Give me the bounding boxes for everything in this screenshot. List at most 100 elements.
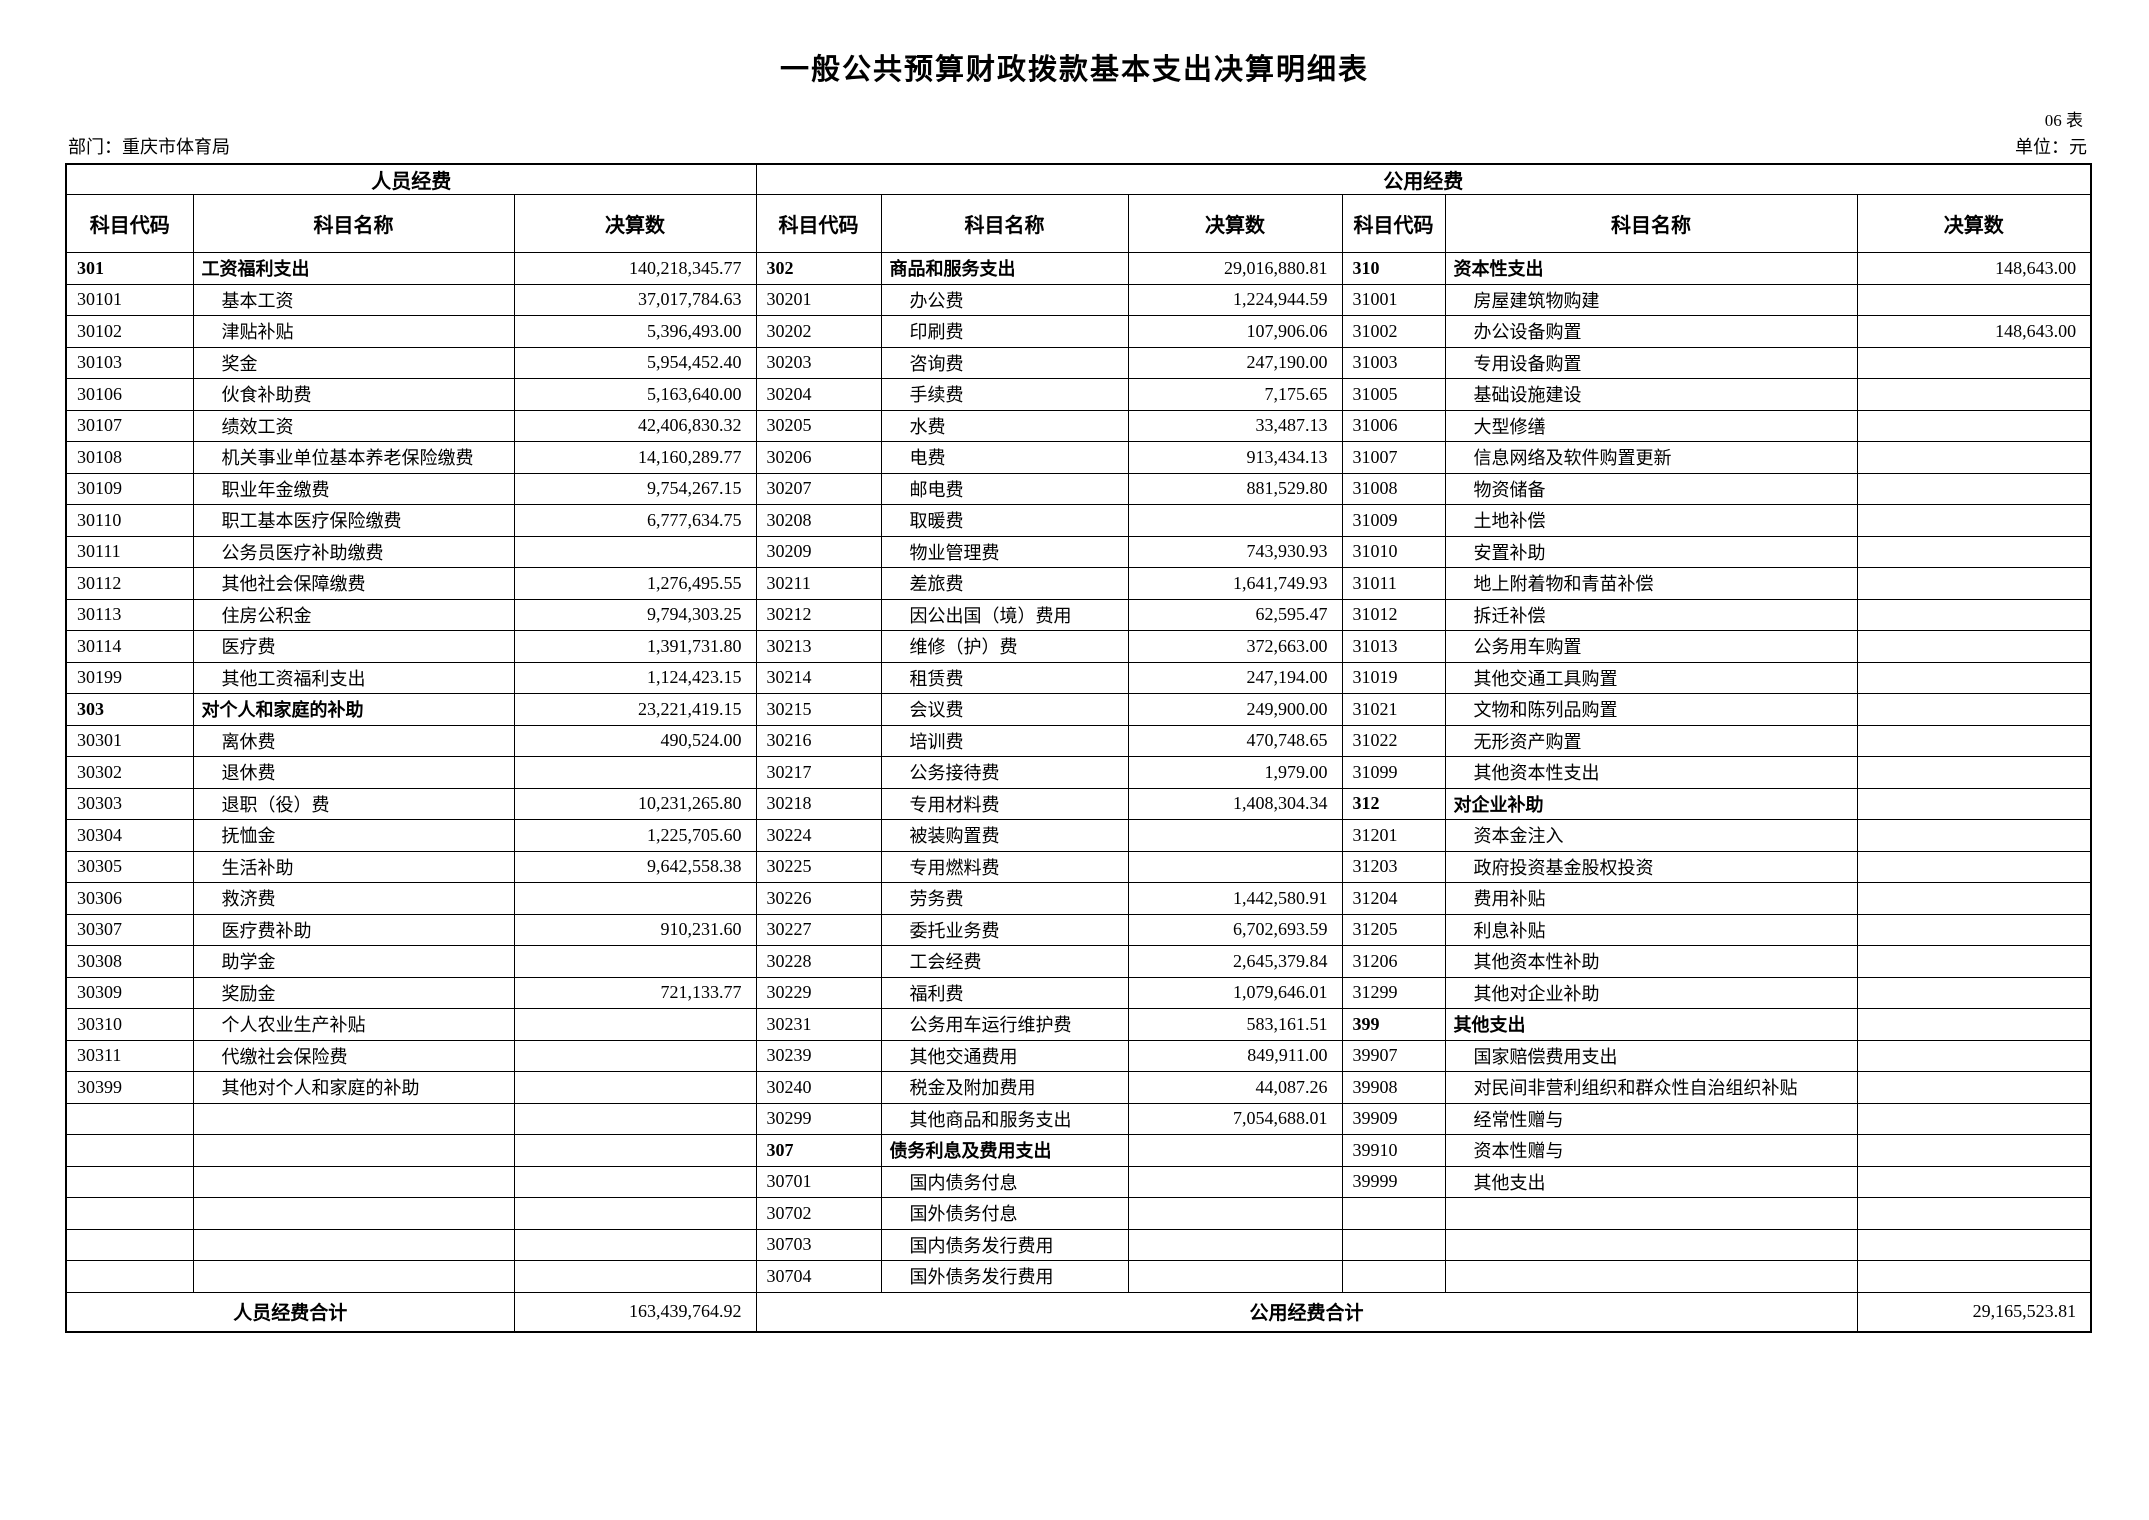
subject-name-cell: 职业年金缴费 [192,472,515,505]
table-row: 30107 绩效工资 42,406,830.32 30205 水费 33,487.13 31… [65,409,2092,442]
column-header-name: 科目名称 [1444,194,1858,253]
amount-cell [513,1260,757,1293]
amount-cell [1127,504,1343,537]
amount-cell: 6,777,634.75 [513,504,757,537]
table-row: 303 对个人和家庭的补助 23,221,419.15 30215 会议费 249,900… [65,693,2092,726]
amount-cell [1856,945,2092,978]
subject-name-cell [1444,1260,1858,1293]
table-row: 30303 退职（役）费 10,231,265.80 30218 专用材料费 1,408,… [65,787,2092,820]
subject-code-cell: 30201 [755,283,882,316]
subject-code-cell [65,1102,194,1135]
subject-name-cell: 其他资本性支出 [1444,756,1858,789]
column-header-code: 科目代码 [755,194,882,253]
amount-cell: 743,930.93 [1127,535,1343,568]
subject-name-cell: 大型修缮 [1444,409,1858,442]
subject-name-cell: 助学金 [192,945,515,978]
subject-code-cell: 30309 [65,976,194,1009]
amount-cell [1856,567,2092,600]
table-row: 30399 其他对个人和家庭的补助 30240 税金及附加费用 44,087.26 399… [65,1071,2092,1104]
subject-name-cell: 水费 [880,409,1129,442]
subject-code-cell: 31012 [1341,598,1446,631]
subject-name-cell: 奖金 [192,346,515,379]
subject-code-cell: 30310 [65,1008,194,1041]
amount-cell [513,1102,757,1135]
amount-cell [513,945,757,978]
subject-code-cell: 30229 [755,976,882,1009]
subject-code-cell: 30206 [755,441,882,474]
subject-code-cell: 307 [755,1134,882,1167]
subject-name-cell: 退职（役）费 [192,787,515,820]
subject-code-cell: 301 [65,252,194,285]
subject-name-cell: 奖励金 [192,976,515,1009]
subject-code-cell: 30399 [65,1071,194,1104]
subject-name-cell: 租赁费 [880,661,1129,694]
totals-row: 人员经费合计 163,439,764.92 公用经费合计 29,165,523.… [65,1291,2092,1333]
amount-cell [513,1039,757,1072]
subject-code-cell: 30213 [755,630,882,663]
group-header-row: 人员经费 公用经费 [65,163,2092,195]
subject-code-cell: 30202 [755,315,882,348]
subject-name-cell: 委托业务费 [880,913,1129,946]
subject-name-cell: 离休费 [192,724,515,757]
amount-cell: 1,124,423.15 [513,661,757,694]
amount-cell: 140,218,345.77 [513,252,757,285]
subject-code-cell: 30307 [65,913,194,946]
subject-code-cell: 30103 [65,346,194,379]
amount-cell [1856,283,2092,316]
subject-name-cell [192,1228,515,1261]
subject-name-cell [192,1260,515,1293]
amount-cell [1856,1228,2092,1261]
amount-cell: 7,054,688.01 [1127,1102,1343,1135]
amount-cell: 107,906.06 [1127,315,1343,348]
amount-cell [1856,1260,2092,1293]
table-row: 307 债务利息及费用支出 39910 资本性赠与 [65,1134,2092,1167]
subject-code-cell: 30112 [65,567,194,600]
subject-code-cell: 30205 [755,409,882,442]
subject-code-cell: 31205 [1341,913,1446,946]
subject-code-cell: 31005 [1341,378,1446,411]
amount-cell [513,1071,757,1104]
amount-cell: 9,642,558.38 [513,850,757,883]
subject-code-cell: 30225 [755,850,882,883]
subject-code-cell [65,1197,194,1230]
amount-cell: 148,643.00 [1856,315,2092,348]
amount-cell: 29,016,880.81 [1127,252,1343,285]
subject-name-cell: 基础设施建设 [1444,378,1858,411]
subject-code-cell: 30303 [65,787,194,820]
subject-code-cell: 30702 [755,1197,882,1230]
table-row: 30112 其他社会保障缴费 1,276,495.55 30211 差旅费 1,641,7… [65,567,2092,600]
department-label: 部门：重庆市体育局 [68,137,230,157]
subject-name-cell: 咨询费 [880,346,1129,379]
subject-name-cell: 物业管理费 [880,535,1129,568]
amount-cell: 9,754,267.15 [513,472,757,505]
amount-cell [513,1228,757,1261]
subject-code-cell: 30114 [65,630,194,663]
amount-cell [1127,1197,1343,1230]
table-row: 30302 退休费 30217 公务接待费 1,979.00 31099 其他资本性支出 [65,756,2092,789]
subject-code-cell: 30215 [755,693,882,726]
amount-cell [1856,378,2092,411]
form-number: 06 表 [2044,111,2083,130]
subject-code-cell: 30111 [65,535,194,568]
subject-name-cell: 公务用车购置 [1444,630,1858,663]
subject-code-cell [65,1260,194,1293]
subject-name-cell: 因公出国（境）费用 [880,598,1129,631]
amount-cell [1856,913,2092,946]
amount-cell: 1,225,705.60 [513,819,757,852]
subject-code-cell: 30101 [65,283,194,316]
subject-name-cell: 印刷费 [880,315,1129,348]
subject-code-cell: 30311 [65,1039,194,1072]
subject-code-cell: 30228 [755,945,882,978]
subject-name-cell [1444,1228,1858,1261]
amount-cell [1856,441,2092,474]
amount-cell [1856,724,2092,757]
subject-code-cell: 302 [755,252,882,285]
subject-code-cell [65,1165,194,1198]
amount-cell: 62,595.47 [1127,598,1343,631]
subject-name-cell: 资本金注入 [1444,819,1858,852]
amount-cell: 5,396,493.00 [513,315,757,348]
amount-cell [513,1008,757,1041]
amount-cell: 148,643.00 [1856,252,2092,285]
subject-name-cell: 商品和服务支出 [880,252,1129,285]
subject-name-cell: 培训费 [880,724,1129,757]
